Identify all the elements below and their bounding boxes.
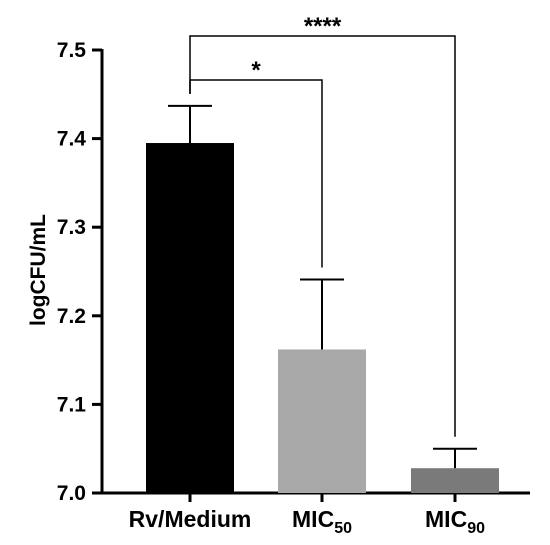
bar (411, 468, 499, 493)
x-tick-label: MIC90 (425, 506, 485, 537)
y-tick-label: 7.1 (57, 393, 87, 416)
category-subscript: 50 (334, 520, 352, 537)
category-subscript: 90 (467, 520, 485, 537)
y-tick-label: 7.2 (57, 305, 86, 328)
category-name: MIC (292, 506, 334, 532)
y-tick-label: 7.0 (57, 482, 86, 505)
y-tick-label: 7.5 (57, 39, 87, 62)
bar (278, 349, 366, 493)
significance-brackets: ***** (189, 13, 456, 437)
x-tick-label: MIC50 (292, 506, 352, 537)
bars (146, 143, 499, 493)
x-tick-label: Rv/Medium (129, 506, 252, 532)
y-tick-label: 7.4 (57, 128, 87, 151)
x-tick-labels: Rv/Medium MIC50 MIC90 (129, 506, 485, 537)
error-bars (168, 104, 477, 469)
y-tick-label: 7.3 (57, 216, 86, 239)
y-axis-label: logCFU/mL (27, 214, 50, 326)
significance-bracket (189, 35, 456, 437)
category-name: Rv/Medium (129, 506, 252, 532)
significance-label: **** (304, 13, 342, 40)
category-name: MIC (425, 506, 467, 532)
bar (146, 143, 234, 493)
significance-label: * (251, 57, 261, 84)
